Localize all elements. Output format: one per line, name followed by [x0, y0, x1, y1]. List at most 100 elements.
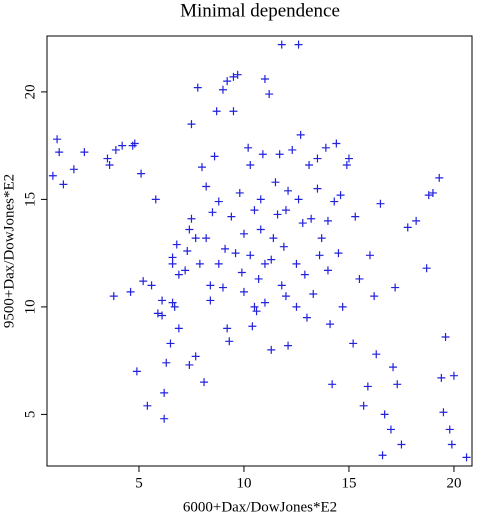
- point: [158, 311, 167, 320]
- point: [256, 225, 265, 234]
- point: [435, 173, 444, 182]
- point: [187, 120, 196, 129]
- point: [355, 274, 364, 283]
- point: [292, 302, 301, 311]
- point: [235, 188, 244, 197]
- point: [174, 270, 183, 279]
- point: [206, 281, 215, 290]
- point: [284, 341, 293, 350]
- point: [210, 152, 219, 161]
- y-tick-label: 20: [22, 84, 38, 99]
- point: [328, 380, 337, 389]
- point: [294, 40, 303, 49]
- point: [386, 425, 395, 434]
- y-tick-label: 5: [22, 411, 38, 419]
- point: [137, 169, 146, 178]
- point: [80, 148, 89, 157]
- point: [168, 253, 177, 262]
- point: [143, 401, 152, 410]
- point: [342, 161, 351, 169]
- point: [260, 298, 269, 307]
- point: [284, 186, 293, 195]
- point: [313, 184, 322, 193]
- point: [321, 143, 330, 152]
- point: [200, 378, 209, 387]
- point: [246, 251, 255, 260]
- point: [55, 148, 64, 157]
- x-axis-label: 6000+Dax/DowJones*E2: [183, 499, 337, 515]
- point: [349, 339, 358, 348]
- point: [313, 154, 322, 163]
- point: [59, 180, 68, 189]
- point: [221, 244, 230, 253]
- point: [281, 292, 290, 301]
- point: [250, 302, 259, 311]
- point: [244, 143, 253, 152]
- point: [391, 283, 400, 292]
- point: [248, 322, 257, 331]
- point: [153, 309, 162, 318]
- point: [69, 165, 78, 174]
- point: [298, 219, 307, 228]
- point: [193, 83, 202, 92]
- point: [185, 225, 194, 234]
- point: [181, 266, 190, 275]
- point: [185, 360, 194, 369]
- point: [393, 380, 402, 389]
- point: [139, 277, 148, 286]
- point: [370, 292, 379, 301]
- point: [239, 229, 248, 238]
- point: [223, 77, 232, 86]
- point: [265, 90, 274, 99]
- x-tick-label: 10: [236, 475, 251, 491]
- point: [111, 145, 120, 154]
- point: [191, 234, 200, 243]
- point: [168, 298, 177, 307]
- point: [132, 367, 141, 376]
- point: [277, 40, 286, 49]
- chart-title: Minimal dependence: [180, 0, 340, 21]
- point: [281, 206, 290, 215]
- point: [372, 350, 381, 359]
- point: [445, 425, 454, 434]
- point: [237, 268, 246, 277]
- point: [365, 251, 374, 260]
- x-tick-label: 5: [135, 475, 143, 491]
- y-tick-label: 10: [22, 299, 38, 314]
- point: [218, 85, 227, 94]
- point: [229, 107, 238, 116]
- point: [288, 145, 297, 154]
- point: [439, 408, 448, 417]
- point: [305, 161, 314, 169]
- point: [380, 410, 389, 419]
- point: [214, 259, 223, 268]
- point: [208, 208, 217, 217]
- point: [53, 135, 62, 144]
- point: [336, 191, 345, 200]
- point: [332, 139, 341, 148]
- point: [239, 287, 248, 296]
- point: [126, 287, 135, 296]
- point: [300, 270, 309, 279]
- point: [363, 382, 372, 391]
- point: [449, 371, 458, 380]
- x-tick-label: 20: [446, 475, 461, 491]
- point: [227, 212, 236, 221]
- point: [172, 240, 181, 249]
- point: [147, 281, 156, 290]
- point: [225, 337, 234, 346]
- point: [403, 223, 412, 232]
- point: [334, 249, 343, 258]
- point: [183, 247, 192, 255]
- point: [269, 234, 278, 243]
- point: [428, 188, 437, 197]
- point: [254, 274, 263, 283]
- point: [441, 333, 450, 341]
- point: [267, 345, 276, 354]
- point: [158, 296, 167, 305]
- point: [424, 191, 433, 200]
- point: [376, 199, 385, 208]
- point: [128, 141, 137, 150]
- point: [294, 195, 303, 204]
